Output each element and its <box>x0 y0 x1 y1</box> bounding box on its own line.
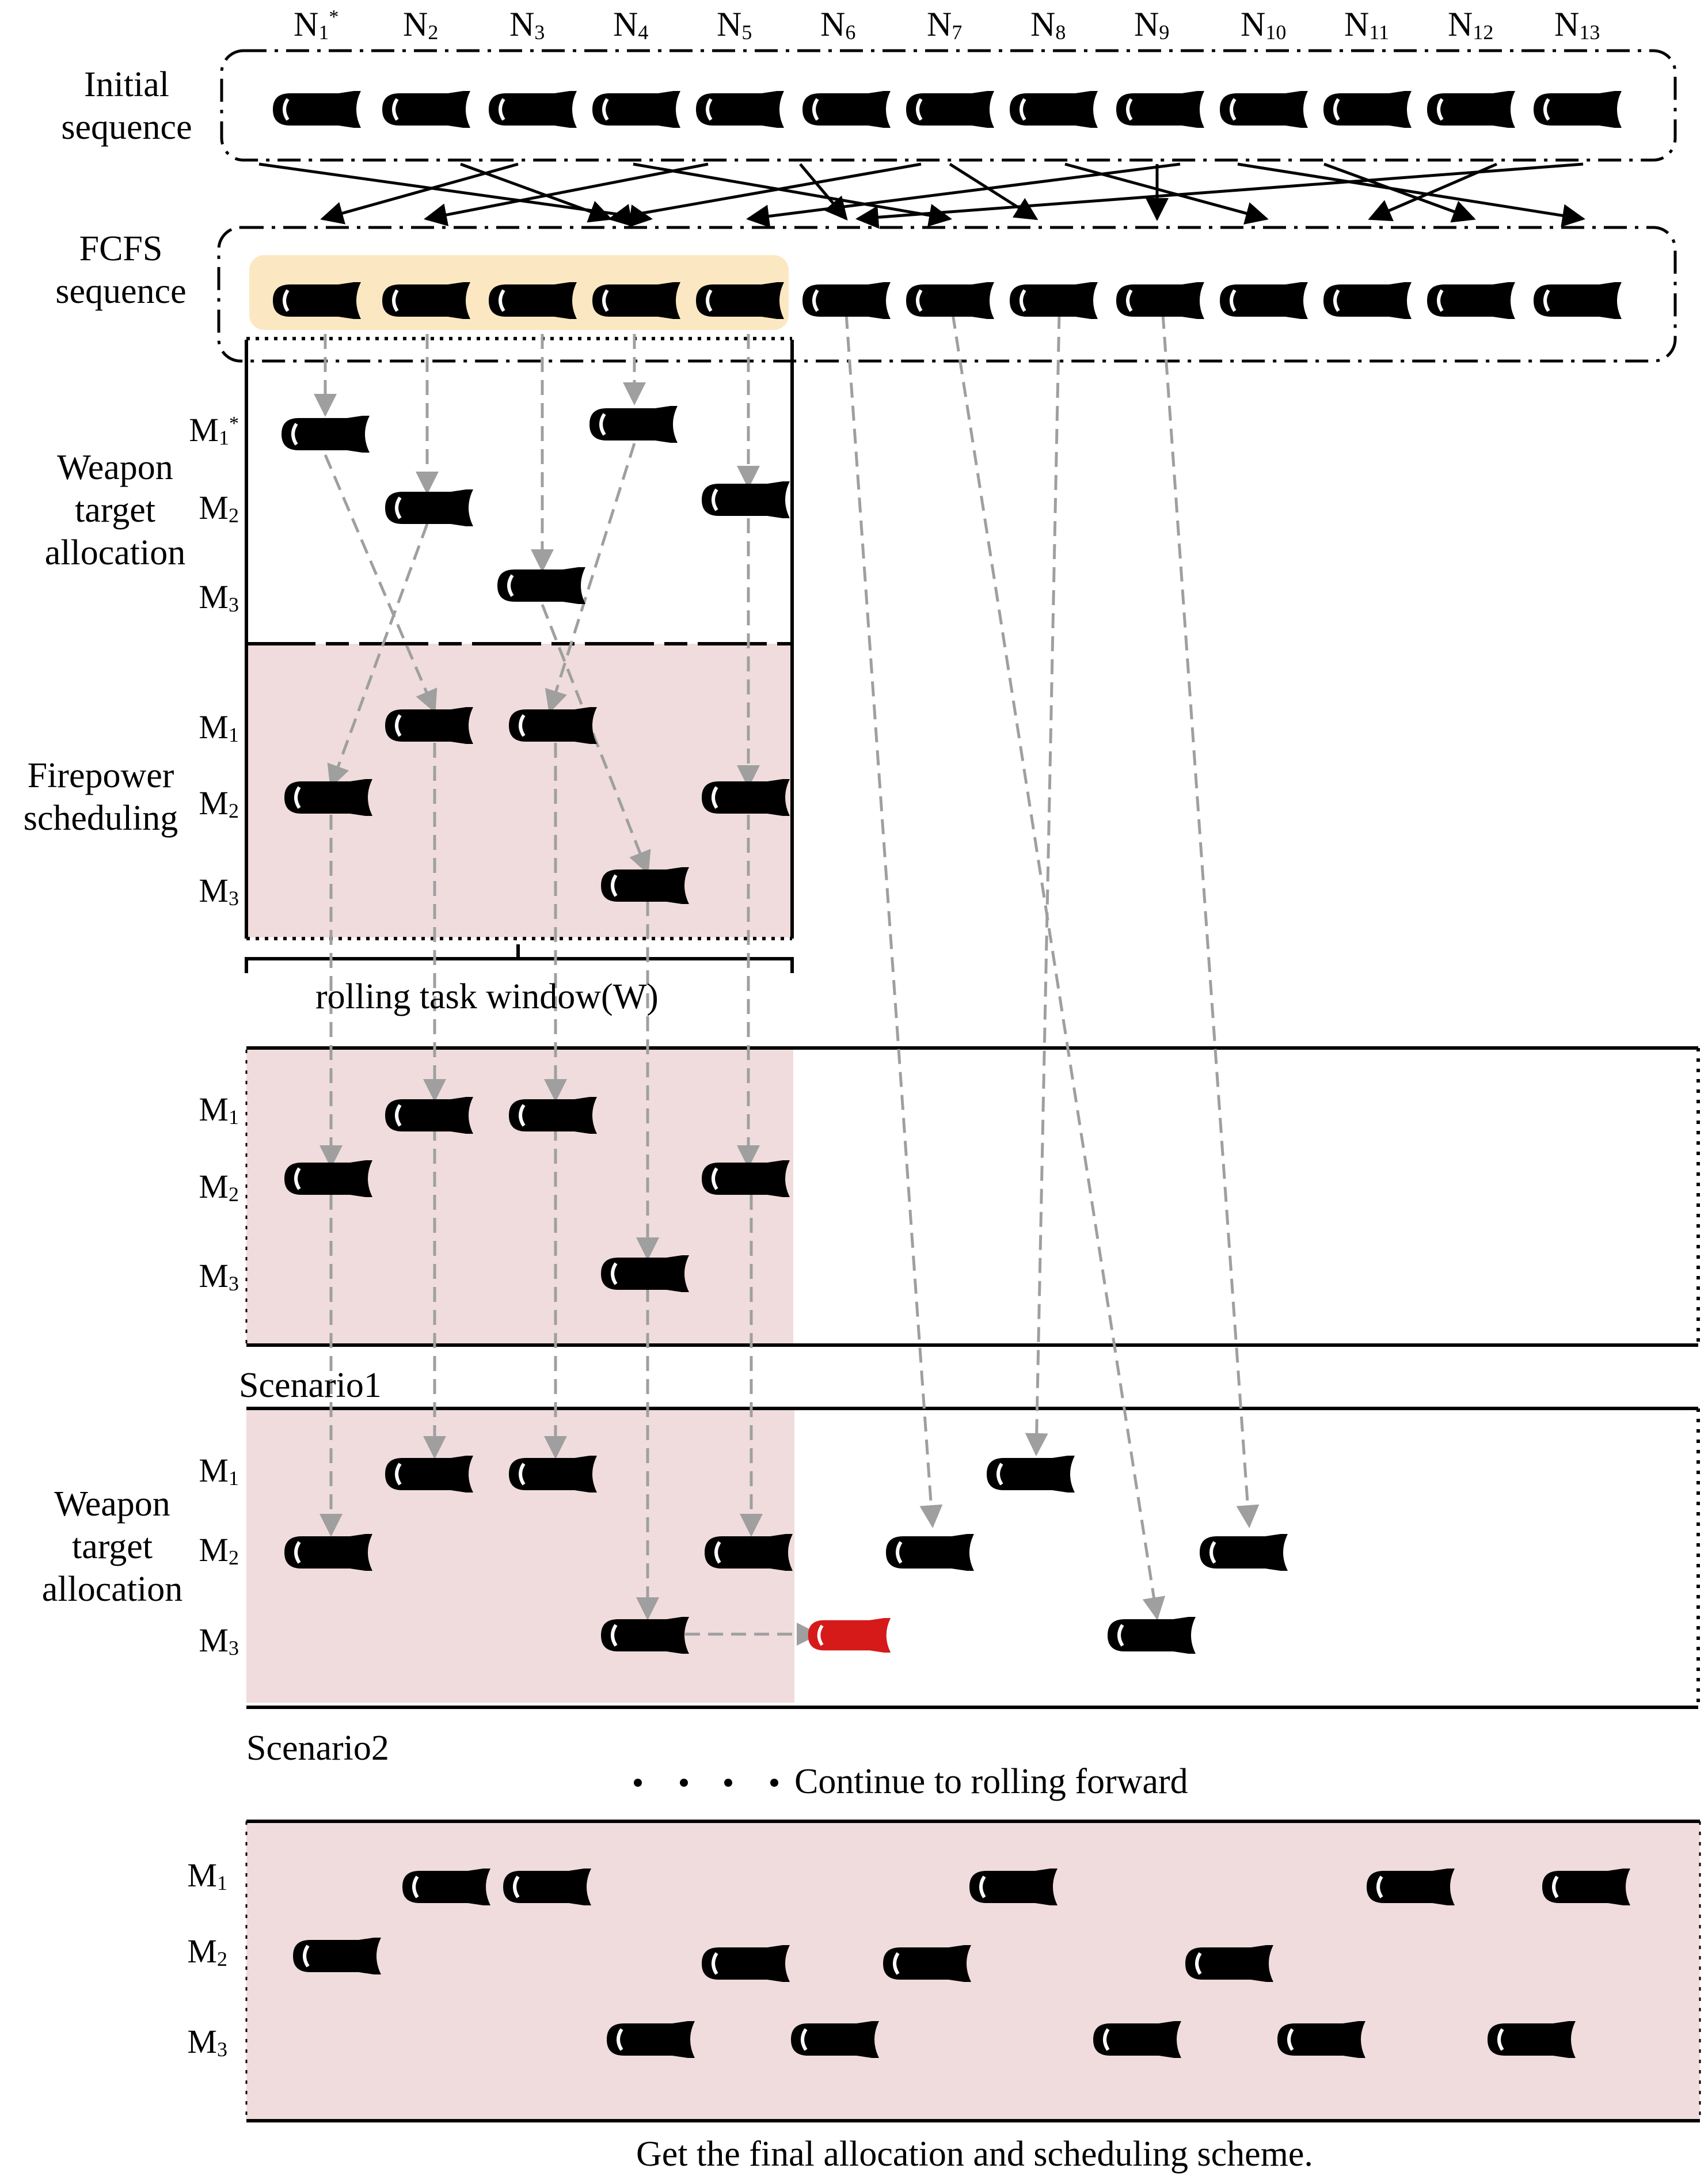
label-m2-s1: M2 <box>199 1168 239 1206</box>
node-label-n11: N11 <box>1344 5 1390 44</box>
scheduling-missiles <box>284 706 790 905</box>
label-m3-fs: M3 <box>199 872 239 910</box>
node-label-n7: N7 <box>927 5 963 44</box>
initial-sequence-missiles <box>273 90 1622 129</box>
node-label-n12: N12 <box>1448 5 1494 44</box>
continue-dots <box>634 1779 778 1787</box>
rolling-window-frame <box>245 337 794 973</box>
node-label-n13: N13 <box>1554 5 1600 44</box>
fcfs-sequence-label: FCFS sequence <box>55 229 187 311</box>
scenario1-label: Scenario1 <box>239 1366 382 1405</box>
node-label-n8: N8 <box>1030 5 1066 44</box>
label-m1-fs: M1 <box>199 708 239 746</box>
scenario2-missiles <box>284 1455 1288 1655</box>
reordering-arrows <box>258 162 1585 229</box>
node-label-n2: N2 <box>403 5 439 44</box>
node-label-n4: N4 <box>613 5 649 44</box>
initial-sequence-frame <box>220 49 1677 162</box>
final-scheme-missiles <box>293 1867 1631 2059</box>
fcfs-sequence-missiles <box>273 281 1622 320</box>
node-label-n5: N5 <box>717 5 752 44</box>
firepower-scheduling-label: Firepower scheduling <box>23 756 178 838</box>
node-label-n1: N1* <box>294 5 339 44</box>
allocation-missiles <box>282 405 790 605</box>
node-label-n9: N9 <box>1134 5 1170 44</box>
label-m3-final: M3 <box>187 2023 227 2061</box>
label-m1-star: M1* <box>189 411 239 449</box>
node-label-n6: N6 <box>820 5 856 44</box>
label-m2-wta: M2 <box>199 489 239 527</box>
rescheduled-missile-red <box>808 1617 891 1654</box>
scenario1-missiles <box>284 1096 790 1293</box>
rolling-task-window-label: rolling task window(W) <box>315 977 659 1016</box>
label-m3-s1: M3 <box>199 1257 239 1295</box>
label-m2-final: M2 <box>187 1932 227 1970</box>
scenario2-label: Scenario2 <box>246 1729 389 1768</box>
node-label-n10: N10 <box>1241 5 1287 44</box>
node-label-n3: N3 <box>509 5 545 44</box>
label-m2-s2: M2 <box>199 1531 239 1569</box>
weapon-target-allocation-label: Weapon target allocation <box>44 448 186 572</box>
scenario1-zone <box>246 1050 793 1343</box>
label-m1-final: M1 <box>187 1856 227 1894</box>
label-m3-s2: M3 <box>199 1621 239 1659</box>
label-m1-s2: M1 <box>199 1452 239 1490</box>
initial-sequence-label: Initial sequence <box>61 65 192 147</box>
assignment-arrows <box>314 313 1260 1646</box>
continue-rolling-label: Continue to rolling forward <box>794 1762 1188 1801</box>
label-m1-s1: M1 <box>199 1091 239 1129</box>
final-caption: Get the final allocation and scheduling … <box>636 2135 1313 2174</box>
label-m2-fs: M2 <box>199 784 239 822</box>
label-m3-wta: M3 <box>199 578 239 616</box>
scenario-frames <box>245 1046 1701 2122</box>
weapon-target-allocation-label-2: Weapon target allocation <box>41 1484 183 1609</box>
fcfs-sequence-frame <box>217 226 1677 363</box>
